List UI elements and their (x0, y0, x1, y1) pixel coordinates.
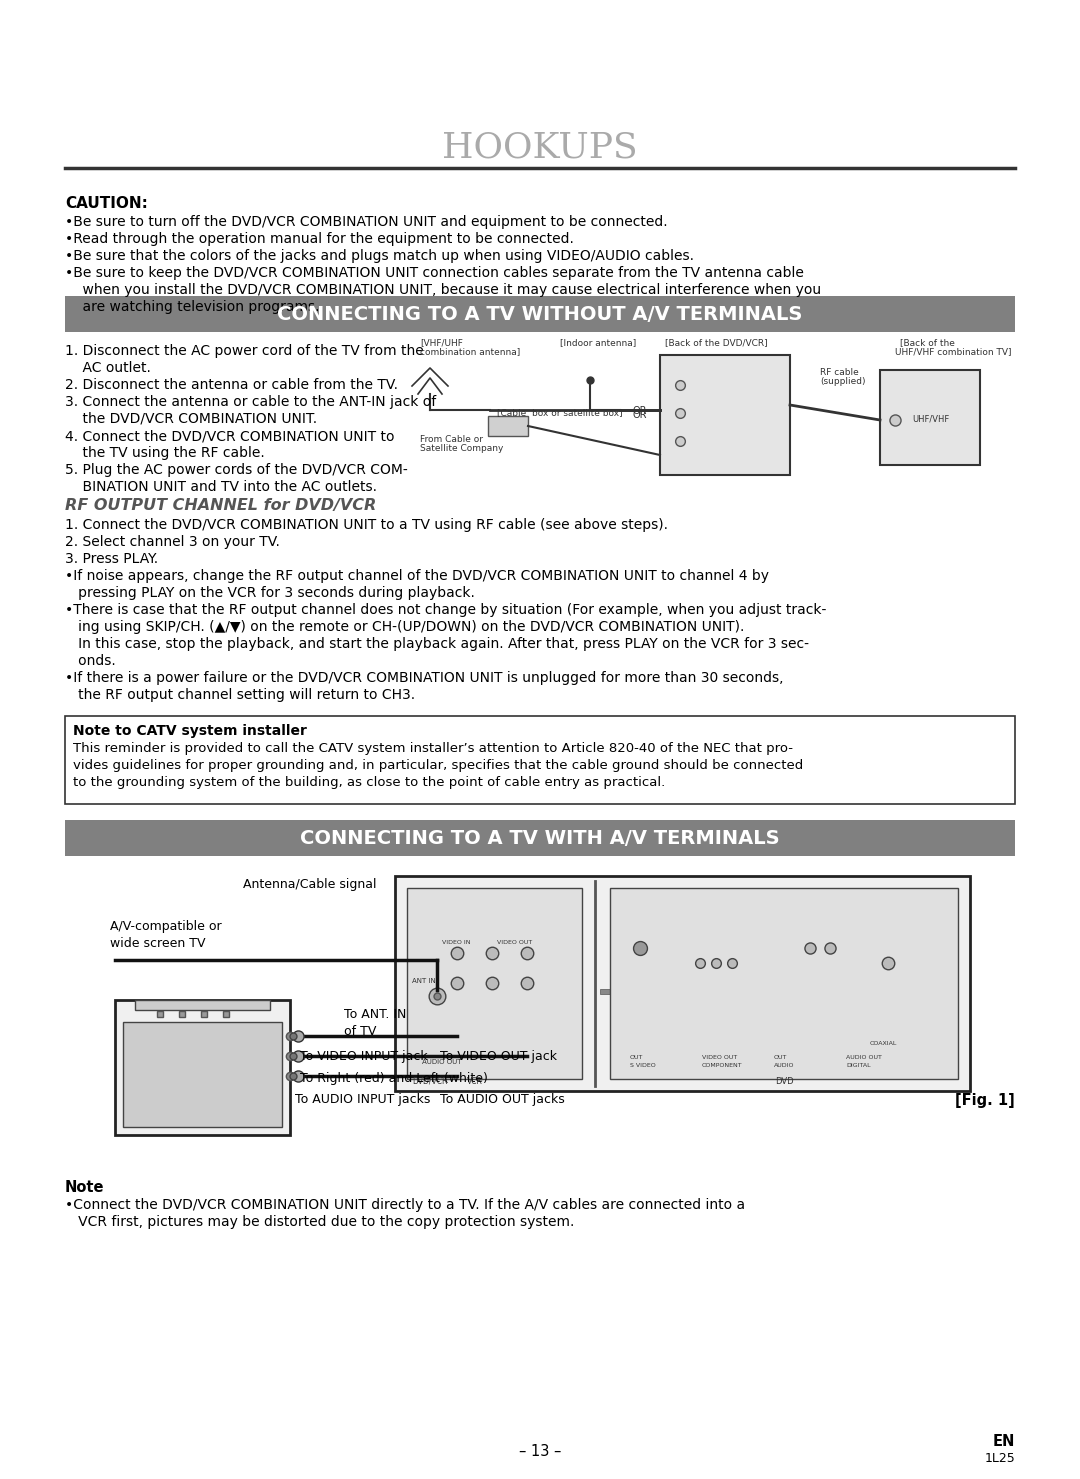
Text: 5. Plug the AC power cords of the DVD/VCR COM-: 5. Plug the AC power cords of the DVD/VC… (65, 463, 408, 478)
Text: DVD/VCR: DVD/VCR (411, 1077, 447, 1086)
Bar (114, 1000, 291, 1134)
Text: OUT: OUT (630, 1055, 644, 1060)
Text: 1L25: 1L25 (984, 1451, 1015, 1464)
Text: pressing PLAY on the VCR for 3 seconds during playback.: pressing PLAY on the VCR for 3 seconds d… (65, 586, 475, 600)
Text: RF cable: RF cable (820, 368, 859, 377)
Text: onds.: onds. (65, 654, 116, 669)
Text: ing using SKIP/CH. (▲/▼) on the remote or CH-(UP/DOWN) on the DVD/VCR COMBINATIO: ing using SKIP/CH. (▲/▼) on the remote o… (65, 620, 744, 634)
Bar (395, 876, 970, 1092)
Text: HOOKUPS: HOOKUPS (442, 132, 638, 166)
Text: [VHF/UHF: [VHF/UHF (420, 339, 463, 348)
Text: AUDIO: AUDIO (774, 1063, 795, 1068)
Text: OUT: OUT (774, 1055, 787, 1060)
Text: S VIDEO: S VIDEO (630, 1063, 656, 1068)
Text: VCR first, pictures may be distorted due to the copy protection system.: VCR first, pictures may be distorted due… (65, 1216, 575, 1229)
Bar (123, 1022, 282, 1127)
Text: [Indoor antenna]: [Indoor antenna] (561, 339, 636, 348)
Text: A/V-compatible or: A/V-compatible or (110, 920, 221, 933)
Text: From Cable or: From Cable or (420, 435, 483, 444)
Text: Antenna/Cable signal: Antenna/Cable signal (243, 879, 377, 890)
Text: 2. Disconnect the antenna or cable from the TV.: 2. Disconnect the antenna or cable from … (65, 379, 399, 392)
Text: 2. Select channel 3 on your TV.: 2. Select channel 3 on your TV. (65, 535, 280, 549)
Text: To VIDEO INPUT jack: To VIDEO INPUT jack (300, 1050, 428, 1063)
Text: •Be sure to turn off the DVD/VCR COMBINATION UNIT and equipment to be connected.: •Be sure to turn off the DVD/VCR COMBINA… (65, 214, 667, 229)
Text: Note to CATV system installer: Note to CATV system installer (73, 725, 307, 738)
Text: 1. Disconnect the AC power cord of the TV from the: 1. Disconnect the AC power cord of the T… (65, 345, 423, 358)
Text: •There is case that the RF output channel does not change by situation (For exam: •There is case that the RF output channe… (65, 603, 826, 617)
Text: UHF/VHF combination TV]: UHF/VHF combination TV] (895, 348, 1012, 356)
Text: wide screen TV: wide screen TV (110, 938, 205, 950)
Text: Satellite Company: Satellite Company (420, 444, 503, 453)
Bar (65, 819, 1015, 856)
Text: [Cable  box or satellite box]: [Cable box or satellite box] (497, 408, 623, 417)
Text: To ANT. IN: To ANT. IN (345, 1009, 406, 1021)
Text: 3. Connect the antenna or cable to the ANT-IN jack of: 3. Connect the antenna or cable to the A… (65, 395, 436, 410)
Text: of TV: of TV (345, 1025, 376, 1038)
Text: OR: OR (633, 407, 647, 416)
Text: To AUDIO OUT jacks: To AUDIO OUT jacks (440, 1093, 565, 1106)
Text: 4. Connect the DVD/VCR COMBINATION UNIT to: 4. Connect the DVD/VCR COMBINATION UNIT … (65, 429, 394, 444)
Text: AC outlet.: AC outlet. (65, 361, 151, 376)
Text: •Connect the DVD/VCR COMBINATION UNIT directly to a TV. If the A/V cables are co: •Connect the DVD/VCR COMBINATION UNIT di… (65, 1198, 745, 1211)
Text: (supplied): (supplied) (820, 377, 865, 386)
Text: CONNECTING TO A TV WITH A/V TERMINALS: CONNECTING TO A TV WITH A/V TERMINALS (300, 828, 780, 847)
Text: EN: EN (993, 1435, 1015, 1449)
Text: – 13 –: – 13 – (518, 1445, 562, 1460)
Text: [Fig. 1]: [Fig. 1] (955, 1093, 1015, 1108)
Text: combination antenna]: combination antenna] (420, 348, 521, 356)
Text: This reminder is provided to call the CATV system installer’s attention to Artic: This reminder is provided to call the CA… (73, 742, 793, 754)
Text: UHF/VHF: UHF/VHF (912, 414, 949, 423)
Bar (65, 296, 1015, 331)
Bar (65, 716, 1015, 805)
Bar (880, 370, 980, 464)
Text: AUDIO OUT: AUDIO OUT (846, 1055, 882, 1060)
Text: In this case, stop the playback, and start the playback again. After that, press: In this case, stop the playback, and sta… (65, 637, 809, 651)
Text: To AUDIO INPUT jacks: To AUDIO INPUT jacks (295, 1093, 430, 1106)
Text: the DVD/VCR COMBINATION UNIT.: the DVD/VCR COMBINATION UNIT. (65, 413, 318, 426)
Text: To Right (red) and Left (white): To Right (red) and Left (white) (300, 1072, 488, 1086)
Text: vides guidelines for proper grounding and, in particular, specifies that the cab: vides guidelines for proper grounding an… (73, 759, 804, 772)
Text: 1. Connect the DVD/VCR COMBINATION UNIT to a TV using RF cable (see above steps): 1. Connect the DVD/VCR COMBINATION UNIT … (65, 518, 669, 532)
Text: •Be sure to keep the DVD/VCR COMBINATION UNIT connection cables separate from th: •Be sure to keep the DVD/VCR COMBINATION… (65, 266, 804, 280)
Text: the TV using the RF cable.: the TV using the RF cable. (65, 447, 265, 460)
Text: BINATION UNIT and TV into the AC outlets.: BINATION UNIT and TV into the AC outlets… (65, 481, 377, 494)
Text: ANT IN: ANT IN (411, 978, 435, 984)
Text: VCR: VCR (467, 1077, 483, 1086)
Bar (488, 416, 528, 436)
Text: CONNECTING TO A TV WITHOUT A/V TERMINALS: CONNECTING TO A TV WITHOUT A/V TERMINALS (278, 305, 802, 324)
Text: [Back of the: [Back of the (900, 339, 955, 348)
Text: are watching television programs.: are watching television programs. (65, 300, 320, 314)
Text: DVD: DVD (774, 1077, 794, 1086)
Text: VIDEO IN: VIDEO IN (442, 941, 471, 945)
Text: to the grounding system of the building, as close to the point of cable entry as: to the grounding system of the building,… (73, 776, 665, 788)
Text: •Read through the operation manual for the equipment to be connected.: •Read through the operation manual for t… (65, 232, 573, 246)
Text: RF OUTPUT CHANNEL for DVD/VCR: RF OUTPUT CHANNEL for DVD/VCR (65, 498, 376, 513)
Text: VIDEO OUT: VIDEO OUT (497, 941, 532, 945)
Bar (660, 355, 789, 475)
Text: To VIDEO OUT jack: To VIDEO OUT jack (440, 1050, 557, 1063)
Text: •If noise appears, change the RF output channel of the DVD/VCR COMBINATION UNIT : •If noise appears, change the RF output … (65, 569, 769, 583)
Bar (600, 988, 630, 994)
Bar (135, 1000, 270, 1010)
Bar (407, 887, 582, 1080)
Text: COMPONENT: COMPONENT (702, 1063, 743, 1068)
Text: CAUTION:: CAUTION: (65, 197, 148, 211)
Text: •If there is a power failure or the DVD/VCR COMBINATION UNIT is unplugged for mo: •If there is a power failure or the DVD/… (65, 671, 783, 685)
Text: [Back of the DVD/VCR]: [Back of the DVD/VCR] (665, 339, 768, 348)
Text: when you install the DVD/VCR COMBINATION UNIT, because it may cause electrical i: when you install the DVD/VCR COMBINATION… (65, 282, 821, 297)
Bar (610, 887, 958, 1080)
Text: Note: Note (65, 1180, 105, 1195)
Text: DIGITAL: DIGITAL (846, 1063, 870, 1068)
Text: OR: OR (633, 410, 647, 420)
Text: •Be sure that the colors of the jacks and plugs match up when using VIDEO/AUDIO : •Be sure that the colors of the jacks an… (65, 248, 694, 263)
Text: AUDIO OUT: AUDIO OUT (422, 1059, 461, 1065)
Text: 3. Press PLAY.: 3. Press PLAY. (65, 552, 158, 566)
Text: the RF output channel setting will return to CH3.: the RF output channel setting will retur… (65, 688, 415, 703)
Text: VIDEO OUT: VIDEO OUT (702, 1055, 738, 1060)
Text: COAXIAL: COAXIAL (870, 1041, 897, 1046)
